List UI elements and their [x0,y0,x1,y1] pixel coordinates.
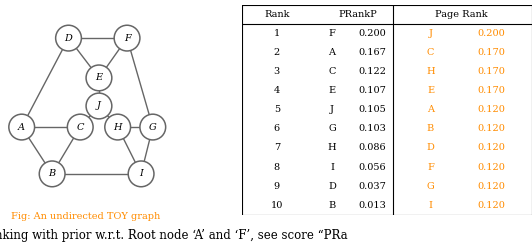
Text: PRankP: PRankP [339,10,377,19]
Text: 0.120: 0.120 [478,143,505,152]
Text: H: H [113,122,122,132]
Text: B: B [48,169,56,178]
Text: 9: 9 [274,182,280,191]
Text: 0.013: 0.013 [359,201,386,210]
Circle shape [114,25,140,51]
Text: 0.200: 0.200 [478,29,505,38]
Text: B: B [427,124,434,133]
Text: 8: 8 [274,163,280,172]
Text: 0.167: 0.167 [359,48,386,57]
Text: D: D [427,143,435,152]
Text: 0.122: 0.122 [359,67,387,76]
Text: 0.086: 0.086 [359,143,386,152]
Text: 0.170: 0.170 [478,67,505,76]
Text: J: J [97,102,101,111]
Text: 0.037: 0.037 [359,182,386,191]
Circle shape [56,25,81,51]
Text: 0.170: 0.170 [478,86,505,95]
Text: G: G [149,122,156,132]
Text: C: C [77,122,84,132]
Text: 1: 1 [274,29,280,38]
Text: 10: 10 [271,201,283,210]
Text: Rank: Rank [264,10,289,19]
Text: 0.120: 0.120 [478,105,505,114]
Text: E: E [427,86,434,95]
Circle shape [39,161,65,187]
Circle shape [128,161,154,187]
Text: 0.107: 0.107 [359,86,386,95]
Text: F: F [427,163,434,172]
Text: 0.120: 0.120 [478,182,505,191]
Text: D: D [328,182,336,191]
Text: B: B [328,201,336,210]
Text: 0.120: 0.120 [478,163,505,172]
Text: 0.120: 0.120 [478,201,505,210]
Text: I: I [139,169,143,178]
Circle shape [86,65,112,91]
Text: F: F [123,34,130,43]
Text: Fig: An undirected TOY graph: Fig: An undirected TOY graph [11,212,160,221]
Text: 4: 4 [274,86,280,95]
Text: H: H [426,67,435,76]
Text: J: J [330,105,334,114]
Text: A: A [328,48,336,57]
Text: C: C [427,48,434,57]
Text: H: H [328,143,336,152]
Text: 7: 7 [274,143,280,152]
Text: A: A [427,105,434,114]
Text: 3: 3 [274,67,280,76]
Text: C: C [328,67,336,76]
Text: I: I [428,201,433,210]
Circle shape [140,114,165,140]
Text: 0.170: 0.170 [478,48,505,57]
Text: 0.056: 0.056 [359,163,386,172]
Text: I: I [330,163,334,172]
Circle shape [86,93,112,119]
Text: G: G [427,182,435,191]
Text: Page Rank: Page Rank [435,10,487,19]
Text: 6: 6 [274,124,280,133]
Text: E: E [95,73,103,82]
Text: 0.120: 0.120 [478,124,505,133]
Text: D: D [64,34,72,43]
Circle shape [105,114,130,140]
Text: G: G [328,124,336,133]
Circle shape [9,114,35,140]
Circle shape [68,114,93,140]
Text: nking with prior w.r.t. Root node ‘A’ and ‘F’, see score “PRa: nking with prior w.r.t. Root node ‘A’ an… [0,229,347,242]
Text: F: F [328,29,335,38]
Text: 0.105: 0.105 [359,105,386,114]
Text: 0.103: 0.103 [359,124,386,133]
Text: 0.200: 0.200 [359,29,386,38]
Text: A: A [18,122,25,132]
Text: 2: 2 [274,48,280,57]
Text: 5: 5 [274,105,280,114]
Text: E: E [328,86,336,95]
Text: J: J [428,29,433,38]
